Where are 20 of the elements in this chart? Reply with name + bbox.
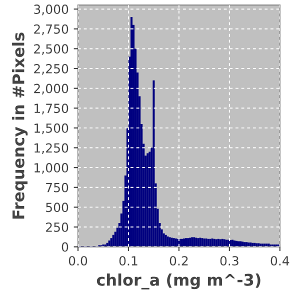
y-tick-label: 250 xyxy=(46,222,68,232)
y-tick-label: 2,500 xyxy=(34,44,68,55)
y-axis-title: Frequency in #Pixels xyxy=(12,32,28,219)
x-tick-label: 0.3 xyxy=(220,256,238,266)
x-tick-label: 0.1 xyxy=(119,256,138,266)
y-tick-label: 1,000 xyxy=(34,163,68,174)
y-tick-label: 750 xyxy=(46,182,68,192)
x-axis-title: chlor_a (mg m^-3) xyxy=(96,274,260,290)
y-tick-label: 1,750 xyxy=(34,104,68,114)
y-tick-label: 3,000 xyxy=(34,4,68,16)
y-tick-label: 2,750 xyxy=(34,24,68,36)
x-tick-label: 0.0 xyxy=(68,256,88,266)
y-tick-label: 500 xyxy=(46,202,68,212)
y-tick-label: 2,250 xyxy=(34,64,68,75)
y-tick-label: 2,000 xyxy=(34,84,68,95)
y-tick-label: 1,250 xyxy=(34,143,68,154)
y-tick-label: 0 xyxy=(62,242,68,252)
x-tick-label: 0.2 xyxy=(170,256,188,266)
y-tick-label: 1,500 xyxy=(34,123,68,134)
x-tick-label: 0.4 xyxy=(270,256,290,266)
